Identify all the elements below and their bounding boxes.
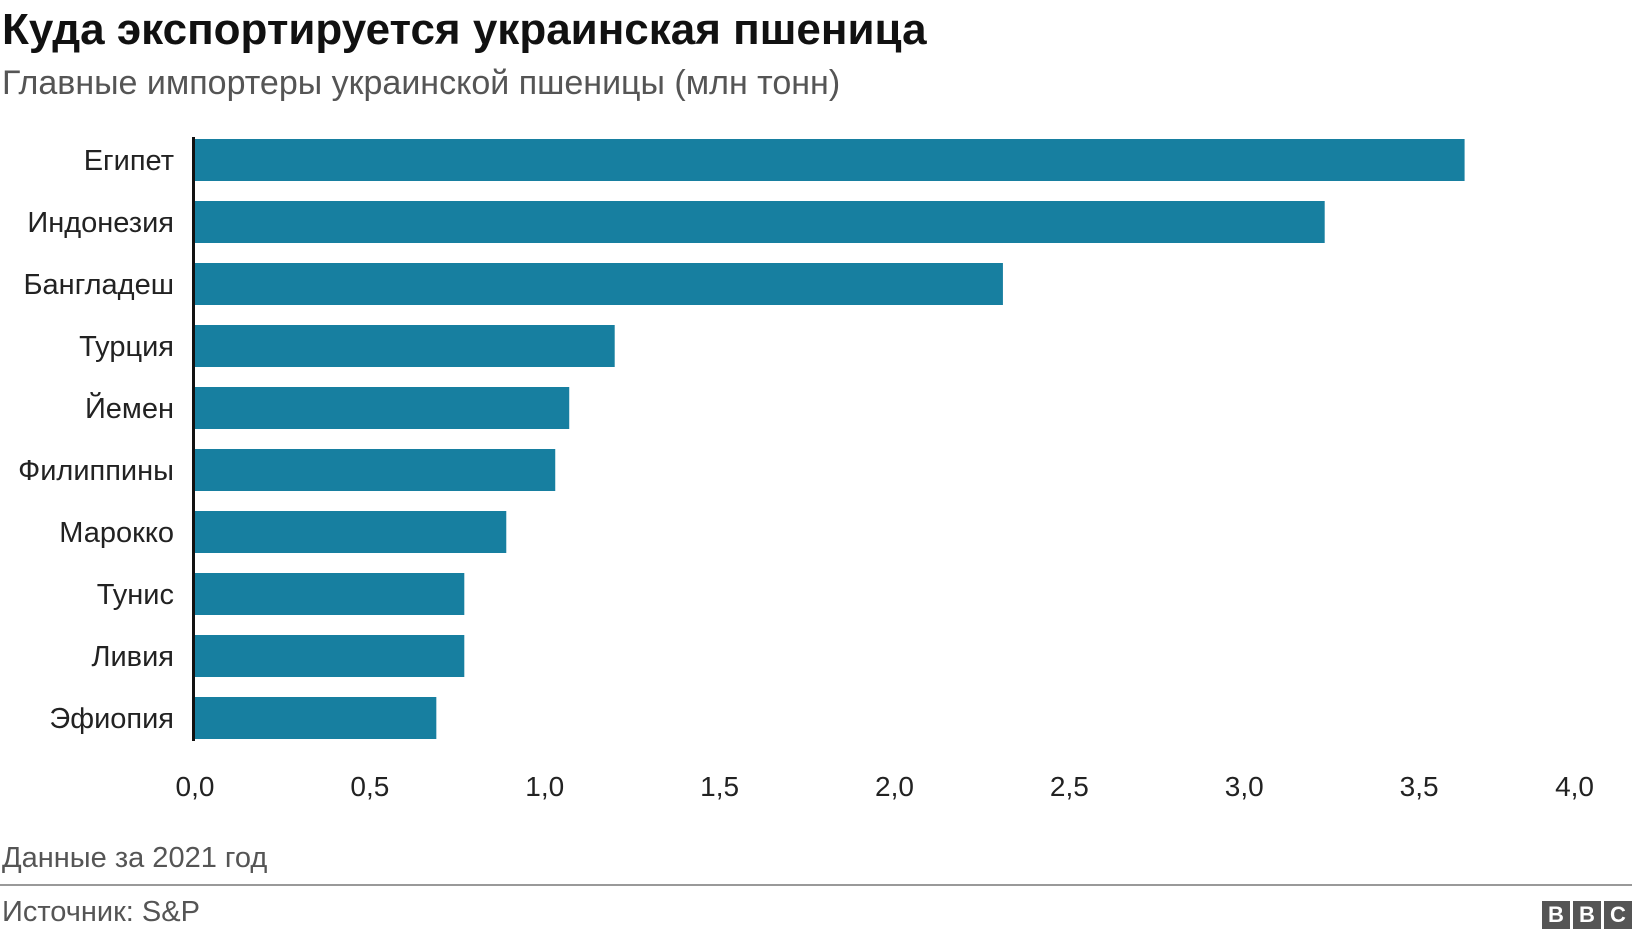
x-tick-label: 2,5 bbox=[1050, 771, 1089, 800]
bar-chart: Египет Индонезия Бангладеш Турция Йемен Филип… bbox=[18, 137, 1594, 800]
category-label: Марокко bbox=[59, 517, 174, 549]
bar bbox=[195, 573, 465, 615]
category-label: Тунис bbox=[97, 579, 174, 611]
x-tick-label: 0,5 bbox=[350, 771, 389, 800]
bar bbox=[195, 449, 556, 491]
x-tick-label: 4,0 bbox=[1555, 771, 1594, 800]
bar bbox=[195, 263, 1003, 305]
x-tick-label: 1,0 bbox=[525, 771, 564, 800]
bar bbox=[195, 387, 570, 429]
category-label: Эфиопия bbox=[49, 703, 174, 735]
category-label: Филиппины bbox=[18, 455, 174, 487]
x-tick-label: 3,5 bbox=[1400, 771, 1439, 800]
x-tick-label: 1,5 bbox=[700, 771, 739, 800]
bar bbox=[195, 697, 437, 739]
bars-group bbox=[195, 139, 1465, 739]
data-note: Данные за 2021 год bbox=[2, 842, 268, 874]
footer-divider bbox=[0, 884, 1632, 886]
category-label: Египет bbox=[84, 145, 174, 177]
chart-subtitle: Главные импортеры украинской пшеницы (мл… bbox=[2, 64, 841, 102]
bar bbox=[195, 325, 615, 367]
logo-letter: B bbox=[1542, 901, 1570, 929]
bar bbox=[195, 635, 465, 677]
bar bbox=[195, 511, 507, 553]
chart-title: Куда экспортируется украинская пшеница bbox=[2, 5, 927, 54]
x-tick-label: 2,0 bbox=[875, 771, 914, 800]
x-tick-label: 3,0 bbox=[1225, 771, 1264, 800]
category-labels: Египет Индонезия Бангладеш Турция Йемен Филип… bbox=[18, 145, 174, 735]
bar bbox=[195, 201, 1325, 243]
category-label: Турция bbox=[79, 331, 174, 363]
category-label: Бангладеш bbox=[24, 269, 174, 301]
logo-letter: C bbox=[1604, 901, 1632, 929]
bar bbox=[195, 139, 1465, 181]
x-tick-labels: 0,0 0,5 1,0 1,5 2,0 2,5 3,0 3,5 4,0 bbox=[176, 771, 1594, 800]
bbc-logo: B B C bbox=[1542, 901, 1632, 929]
category-label: Индонезия bbox=[27, 207, 174, 239]
source-text: Источник: S&P bbox=[2, 896, 200, 928]
logo-letter: B bbox=[1573, 901, 1601, 929]
category-label: Ливия bbox=[91, 641, 174, 673]
category-label: Йемен bbox=[85, 391, 174, 425]
x-tick-label: 0,0 bbox=[176, 771, 215, 800]
